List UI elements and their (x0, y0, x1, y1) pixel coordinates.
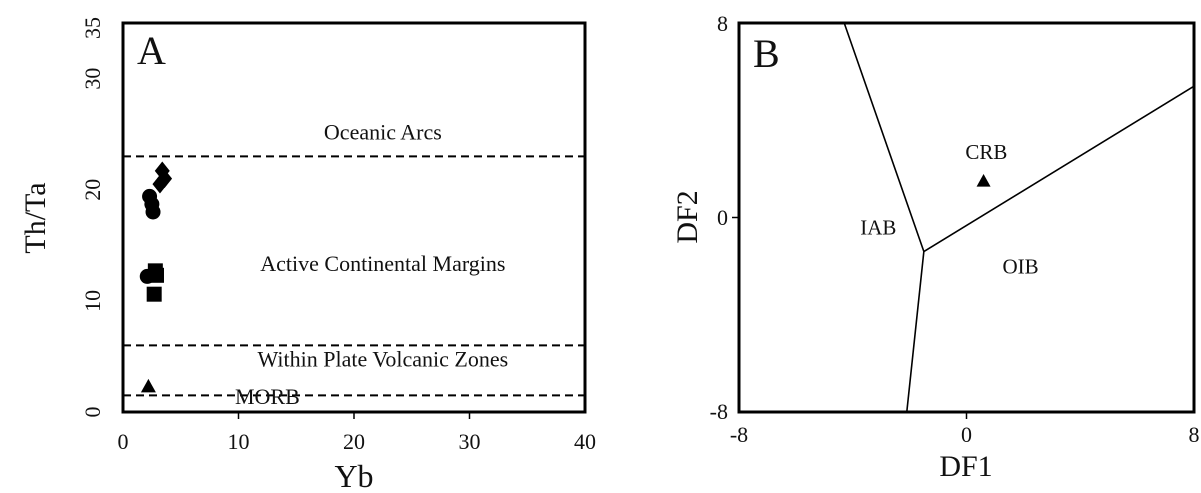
panel-b-y-ticks: -8 0 8 (710, 11, 739, 424)
panel-a-data-points (139, 161, 173, 393)
x-tick-label: -8 (730, 422, 748, 447)
field-label: Active Continental Margins (260, 251, 505, 276)
panel-a-x-axis-label: Yb (334, 458, 373, 493)
y-tick-label: -8 (710, 399, 728, 424)
field-boundary (923, 85, 1195, 253)
x-tick-label: 30 (459, 429, 481, 454)
x-tick-label: 10 (228, 429, 250, 454)
y-tick-label: 0 (717, 205, 728, 230)
y-tick-label: 35 (80, 17, 105, 39)
panel-b-data-points (976, 174, 991, 187)
panel-b-field-boundaries (843, 22, 1195, 413)
y-tick-label: 30 (80, 68, 105, 90)
y-tick-label: 20 (80, 179, 105, 201)
field-boundary (843, 22, 925, 252)
data-point-square (148, 267, 164, 283)
panel-b-label: B (753, 31, 780, 76)
field-label: Oceanic Arcs (324, 120, 442, 145)
panel-a-x-ticks: 0 10 20 30 40 (118, 412, 596, 454)
panel-a-field-labels: Oceanic Arcs Active Continental Margins Wi… (235, 120, 508, 410)
panel-a: A 0 10 20 30 40 0 10 20 30 35 Th/Ta Yb O… (19, 17, 596, 493)
field-label: OIB (1002, 254, 1038, 278)
panel-b-field-labels: CRB IAB OIB (860, 140, 1038, 278)
y-tick-label: 0 (80, 407, 105, 418)
data-point-triangle (140, 378, 156, 393)
field-label: IAB (860, 216, 896, 240)
field-label: Within Plate Volcanic Zones (258, 346, 509, 371)
panel-b-x-axis-label: DF1 (939, 450, 992, 483)
panel-b-y-axis-label: DF2 (671, 190, 704, 243)
x-tick-label: 0 (961, 422, 972, 447)
panel-a-y-axis-label: Th/Ta (19, 182, 52, 253)
x-tick-label: 8 (1189, 422, 1200, 447)
data-point-diamond (152, 174, 168, 194)
panel-a-label: A (137, 28, 166, 73)
data-point-circle (145, 204, 161, 220)
x-tick-label: 40 (574, 429, 596, 454)
x-tick-label: 20 (343, 429, 365, 454)
field-boundary (905, 251, 925, 413)
panel-a-y-ticks: 0 10 20 30 35 (80, 17, 105, 418)
panel-a-field-lines (123, 155, 585, 397)
panel-b: B -8 0 8 -8 0 8 DF2 DF1 CRB IAB OIB (671, 11, 1200, 483)
panel-b-frame (737, 21, 1196, 414)
field-label: CRB (965, 140, 1007, 164)
data-point-square (146, 286, 162, 302)
data-point-triangle (976, 174, 991, 187)
panel-b-x-ticks: -8 0 8 (730, 412, 1200, 447)
field-label: MORB (235, 384, 300, 409)
y-tick-label: 10 (80, 290, 105, 312)
y-tick-label: 8 (717, 11, 728, 36)
x-tick-label: 0 (118, 429, 129, 454)
